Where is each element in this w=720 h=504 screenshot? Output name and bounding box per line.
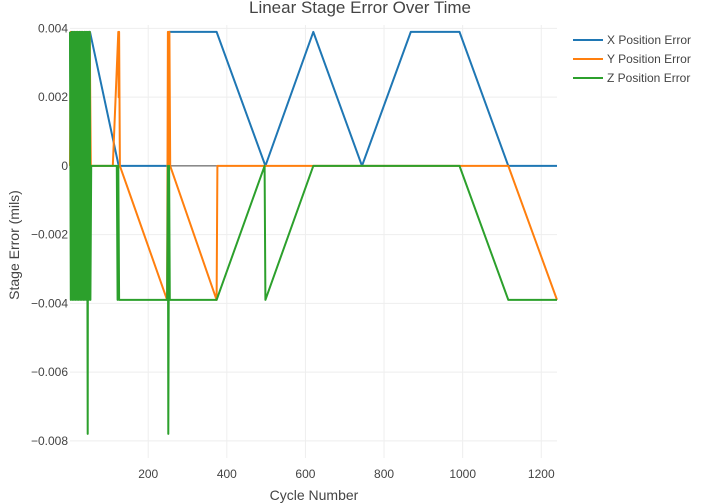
y-axis-title: Stage Error (mils) — [6, 190, 22, 300]
x-axis-title: Cycle Number — [270, 487, 359, 503]
legend-item-2[interactable]: Y Position Error — [573, 52, 691, 66]
y-tick-label: −0.002 — [31, 228, 68, 242]
legend-item-1[interactable]: X Position Error — [573, 33, 691, 47]
y-tick-label: 0.002 — [38, 90, 68, 104]
y-tick-label: 0 — [61, 159, 68, 173]
y-axis-ticks: 0.004 0.002 0 −0.002 −0.004 −0.006 −0.008 — [31, 21, 68, 447]
chart-title: Linear Stage Error Over Time — [249, 0, 471, 17]
series-line-3 — [69, 30, 557, 435]
series-layer — [69, 30, 558, 435]
legend-item-3[interactable]: Z Position Error — [573, 71, 690, 85]
legend-label: Z Position Error — [607, 71, 690, 85]
y-tick-label: −0.006 — [31, 365, 68, 379]
x-tick-label: 600 — [295, 467, 315, 481]
y-tick-label: −0.004 — [31, 296, 68, 310]
x-tick-label: 800 — [374, 467, 394, 481]
x-tick-label: 1000 — [449, 467, 476, 481]
legend-label: X Position Error — [607, 33, 691, 47]
legend-label: Y Position Error — [607, 52, 691, 66]
x-tick-label: 200 — [138, 467, 158, 481]
y-tick-label: −0.008 — [31, 434, 68, 448]
legend[interactable]: X Position Error Y Position Error Z Positi… — [573, 33, 691, 85]
grid-layer — [70, 25, 557, 458]
y-tick-label: 0.004 — [38, 21, 68, 35]
x-axis-ticks: 200 400 600 800 1000 1200 — [138, 467, 555, 481]
x-tick-label: 1200 — [528, 467, 555, 481]
x-tick-label: 400 — [217, 467, 237, 481]
